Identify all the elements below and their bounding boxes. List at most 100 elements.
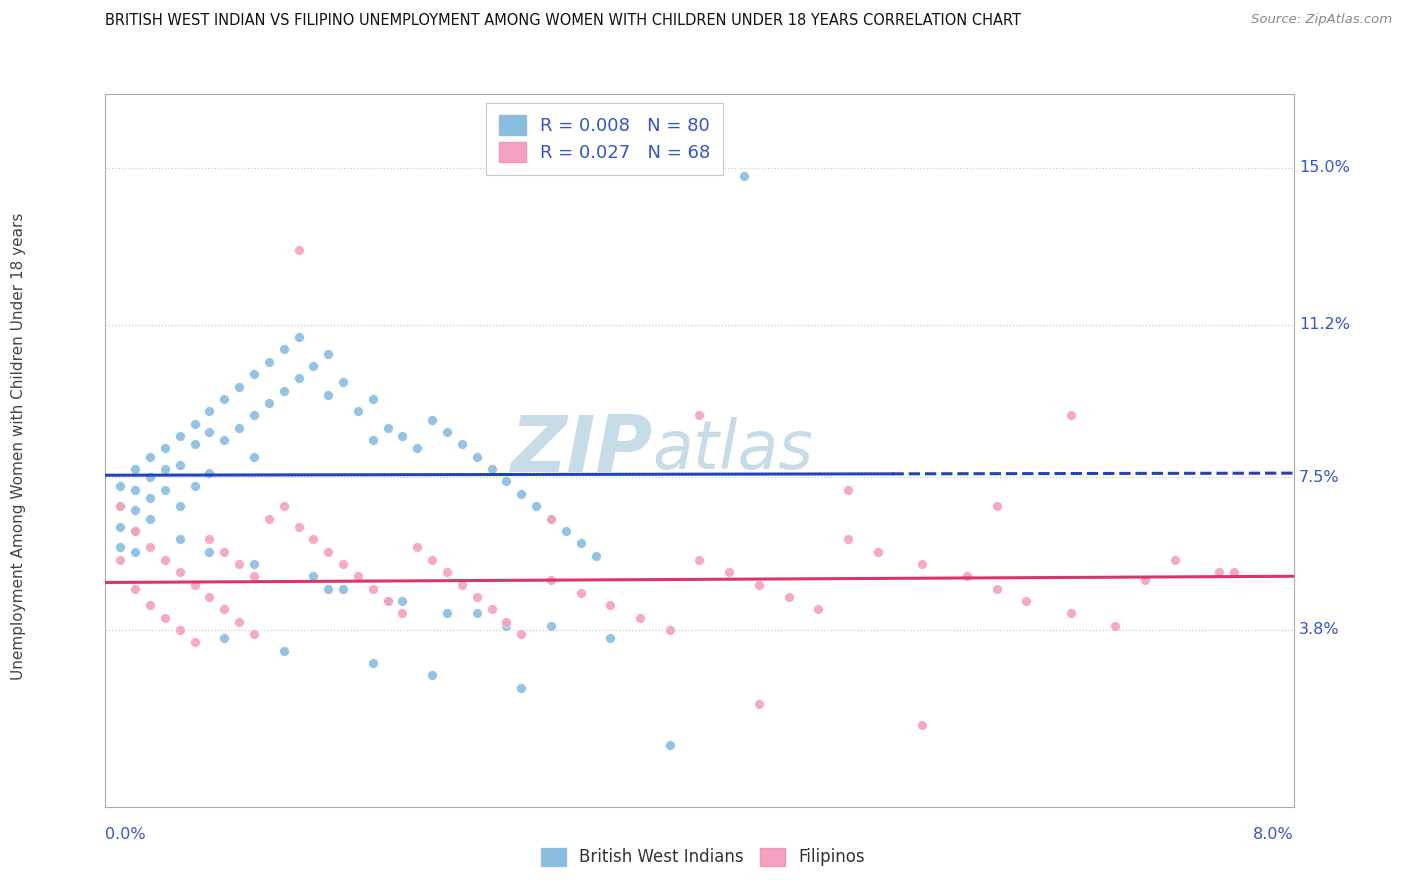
Point	[377, 594, 399, 608]
Point	[481, 462, 503, 476]
Point	[911, 557, 934, 571]
Text: 11.2%: 11.2%	[1299, 318, 1350, 332]
Point	[377, 421, 399, 435]
Legend: R = 0.008   N = 80, R = 0.027   N = 68: R = 0.008 N = 80, R = 0.027 N = 68	[486, 103, 723, 175]
Point	[273, 343, 295, 357]
Point	[391, 607, 413, 621]
Point	[420, 553, 443, 567]
Text: 15.0%: 15.0%	[1299, 161, 1350, 176]
Point	[733, 169, 755, 183]
Point	[628, 610, 651, 624]
Point	[228, 379, 250, 393]
Point	[495, 615, 517, 629]
Point	[287, 520, 309, 534]
Point	[866, 544, 889, 558]
Point	[332, 582, 354, 596]
Point	[214, 433, 236, 447]
Point	[361, 392, 384, 406]
Point	[198, 532, 221, 546]
Point	[1164, 553, 1187, 567]
Point	[778, 590, 800, 604]
Point	[436, 425, 458, 439]
Point	[198, 466, 221, 480]
Point	[658, 739, 681, 753]
Point	[139, 598, 162, 612]
Point	[124, 524, 146, 538]
Text: ZIP: ZIP	[510, 412, 652, 489]
Point	[585, 549, 607, 563]
Point	[332, 376, 354, 390]
Point	[198, 544, 221, 558]
Point	[406, 541, 429, 555]
Point	[153, 483, 176, 497]
Point	[450, 577, 472, 591]
Point	[139, 491, 162, 505]
Point	[316, 582, 339, 596]
Point	[465, 450, 488, 464]
Point	[273, 499, 295, 513]
Point	[273, 643, 295, 657]
Point	[124, 503, 146, 517]
Point	[465, 607, 488, 621]
Text: atlas: atlas	[652, 417, 813, 483]
Text: 8.0%: 8.0%	[1253, 827, 1294, 842]
Point	[302, 569, 325, 583]
Point	[169, 499, 191, 513]
Point	[436, 607, 458, 621]
Point	[228, 421, 250, 435]
Point	[465, 590, 488, 604]
Point	[510, 487, 533, 501]
Point	[153, 610, 176, 624]
Point	[406, 442, 429, 456]
Point	[554, 524, 576, 538]
Point	[273, 384, 295, 398]
Point	[214, 602, 236, 616]
Point	[316, 388, 339, 402]
Point	[495, 475, 517, 489]
Point	[124, 483, 146, 497]
Point	[391, 429, 413, 443]
Point	[986, 582, 1008, 596]
Point	[169, 623, 191, 637]
Legend: British West Indians, Filipinos: British West Indians, Filipinos	[533, 839, 873, 875]
Point	[110, 541, 132, 555]
Point	[316, 346, 339, 360]
Point	[302, 359, 325, 373]
Point	[287, 371, 309, 385]
Point	[257, 396, 280, 410]
Point	[214, 631, 236, 645]
Point	[214, 392, 236, 406]
Point	[956, 569, 979, 583]
Point	[450, 437, 472, 451]
Point	[183, 417, 205, 431]
Point	[110, 553, 132, 567]
Point	[510, 681, 533, 695]
Point	[287, 330, 309, 344]
Point	[569, 536, 592, 550]
Point	[198, 404, 221, 418]
Point	[420, 412, 443, 426]
Point	[377, 594, 399, 608]
Point	[183, 437, 205, 451]
Point	[110, 520, 132, 534]
Point	[986, 499, 1008, 513]
Point	[153, 553, 176, 567]
Point	[124, 462, 146, 476]
Point	[361, 433, 384, 447]
Point	[911, 718, 934, 732]
Point	[540, 574, 562, 588]
Point	[837, 483, 859, 497]
Point	[347, 404, 370, 418]
Point	[1208, 565, 1230, 579]
Point	[361, 582, 384, 596]
Point	[718, 565, 741, 579]
Point	[1133, 574, 1156, 588]
Point	[124, 544, 146, 558]
Point	[748, 577, 770, 591]
Point	[139, 511, 162, 525]
Point	[481, 602, 503, 616]
Point	[110, 499, 132, 513]
Point	[540, 619, 562, 633]
Point	[139, 541, 162, 555]
Point	[153, 462, 176, 476]
